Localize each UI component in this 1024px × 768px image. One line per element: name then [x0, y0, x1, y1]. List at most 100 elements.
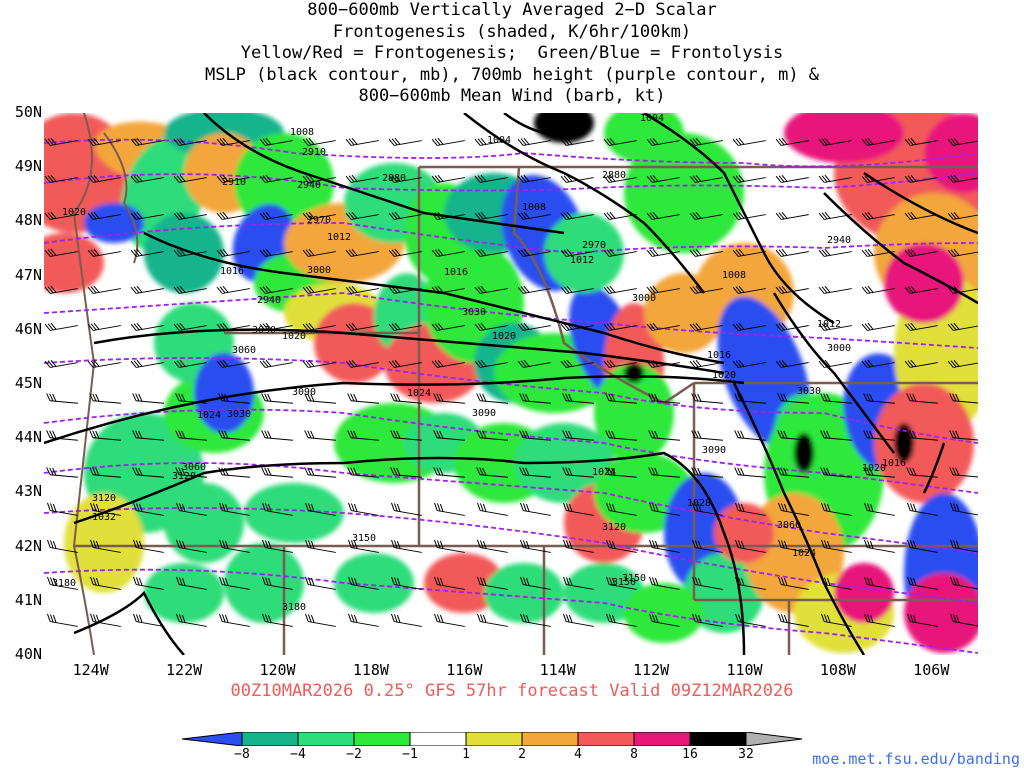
height-label: 3060: [232, 345, 256, 356]
svg-text:1012: 1012: [327, 232, 351, 243]
wind-barb: [47, 576, 78, 590]
wind-barb: [474, 285, 508, 294]
title-line-2: Frontogenesis (shaded, K/6hr/100km): [332, 21, 692, 42]
height-contour: [44, 172, 978, 192]
wind-barb: [863, 393, 895, 404]
title-line-1: 800−600mb Vertically Averaged 2−D Scalar: [307, 0, 717, 20]
wind-barb: [216, 285, 250, 294]
mslp-label: 1024: [792, 548, 816, 559]
wind-barb: [87, 322, 121, 331]
wind-barb: [44, 359, 78, 368]
wind-barb: [176, 502, 207, 516]
mslp-label: 1020: [492, 331, 516, 342]
wind-barb: [474, 359, 508, 368]
wind-barb: [732, 359, 766, 368]
shading-patch: [784, 113, 904, 163]
wind-barb: [474, 137, 508, 146]
wind-barb: [904, 211, 938, 220]
wind-barb: [347, 393, 379, 404]
wind-barb: [646, 322, 680, 331]
wind-barb: [305, 539, 336, 553]
wind-barb: [950, 613, 978, 627]
wind-barb: [262, 502, 293, 516]
wind-barb: [732, 322, 766, 331]
mslp-label: 1008: [290, 127, 314, 138]
wind-barb: [431, 322, 465, 331]
wind-barb: [431, 137, 465, 146]
credit-url: moe.met.fsu.edu/banding: [812, 750, 1020, 768]
wind-barb: [175, 467, 207, 478]
height-label: 2910: [302, 147, 326, 158]
wind-barb: [821, 576, 852, 590]
wind-barb: [218, 467, 250, 478]
svg-text:3120: 3120: [172, 471, 196, 482]
height-label: 3150: [352, 533, 376, 544]
wind-barb: [950, 539, 978, 553]
wind-barb: [388, 137, 422, 146]
colorbar-label: 16: [682, 747, 698, 762]
wind-barb: [560, 285, 594, 294]
wind-barb: [44, 248, 78, 257]
height-label: 3030: [252, 325, 276, 336]
wind-barb: [434, 576, 465, 590]
wind-barb: [130, 211, 164, 220]
wind-barb: [517, 137, 551, 146]
wind-barb: [520, 539, 551, 553]
wind-barb: [216, 322, 250, 331]
wind-barb: [173, 211, 207, 220]
wind-barb: [649, 576, 680, 590]
svg-text:2970: 2970: [582, 240, 606, 251]
lat-label: 49N: [14, 157, 42, 176]
wind-barb: [302, 211, 336, 220]
lon-label: 120W: [259, 661, 296, 679]
svg-text:2940: 2940: [297, 180, 321, 191]
wind-barb: [517, 322, 551, 331]
title-line-4: MSLP (black contour, mb), 700mb height (…: [204, 64, 820, 85]
wind-barb: [649, 613, 680, 627]
colorbar-label: 2: [518, 747, 526, 762]
wind-barb: [517, 285, 551, 294]
shading-patch: [64, 493, 144, 593]
mslp-contour: [503, 113, 585, 137]
wind-barb: [906, 393, 938, 404]
wind-barb: [44, 174, 78, 183]
wind-barb: [519, 430, 551, 441]
colorbar-arrow-high: [745, 732, 803, 746]
wind-barb: [474, 174, 508, 183]
wind-barb: [689, 248, 723, 257]
shading-patch: [244, 483, 344, 543]
wind-barb: [520, 502, 551, 516]
wind-barb: [861, 248, 895, 257]
wind-barb: [304, 430, 336, 441]
mslp-contour: [143, 231, 725, 365]
wind-barb: [562, 393, 594, 404]
wind-barb: [907, 576, 938, 590]
wind-barb: [173, 359, 207, 368]
mslp-contours: [44, 113, 978, 655]
wind-barb: [906, 430, 938, 441]
forecast-valid-text: 00Z10MAR2026 0.25° GFS 57hr forecast Val…: [230, 681, 794, 701]
colorbar-label: −4: [290, 747, 306, 762]
wind-barb: [517, 174, 551, 183]
wind-barb: [431, 174, 465, 183]
mslp-label: 1016: [882, 458, 906, 469]
wind-barb: [648, 393, 680, 404]
svg-text:1004: 1004: [640, 113, 664, 124]
wind-barb: [474, 322, 508, 331]
shading-patch: [424, 553, 504, 613]
wind-barb: [646, 211, 680, 220]
height-label: 3180: [282, 602, 306, 613]
wind-barb: [434, 502, 465, 516]
height-label: 3090: [702, 445, 726, 456]
svg-text:3180: 3180: [52, 578, 76, 589]
wind-barb: [304, 467, 336, 478]
mslp-label: 1028: [687, 498, 711, 509]
lon-label: 108W: [819, 661, 856, 679]
svg-text:2970: 2970: [307, 215, 331, 226]
wind-barb: [304, 393, 336, 404]
wind-barb: [259, 248, 293, 257]
colorbar-label: −8: [234, 747, 250, 762]
map-panel: 2910 2880 2910 2940 2970 2940 2970 3000 3000 3030…: [44, 113, 978, 655]
wind-barb: [302, 359, 336, 368]
